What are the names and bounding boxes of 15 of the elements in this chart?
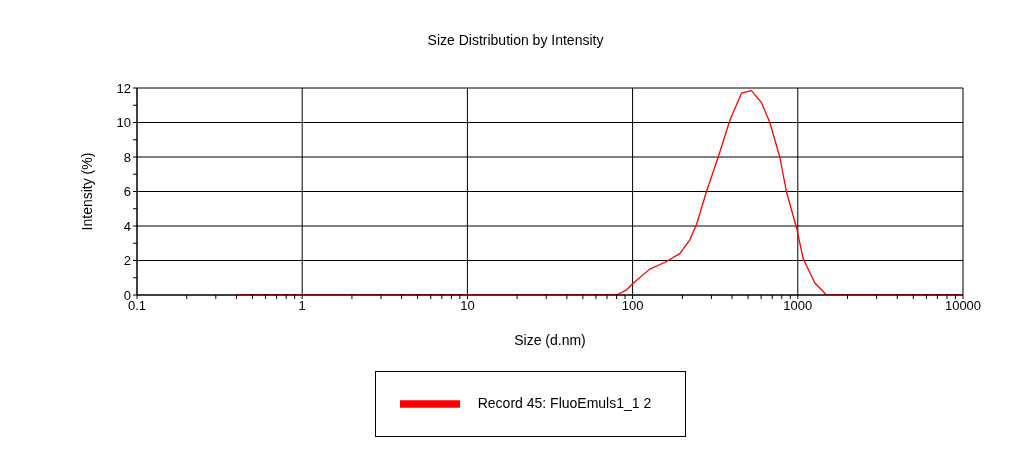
- y-tick-label: 10: [116, 115, 131, 131]
- chart-title: Size Distribution by Intensity: [426, 32, 605, 48]
- x-tick-label: 10000: [944, 298, 982, 314]
- x-tick-label: 1000: [783, 298, 813, 314]
- x-axis-title: Size (d.nm): [514, 331, 586, 348]
- legend-label: Record 45: FluoEmuls1_1 2: [477, 394, 652, 411]
- y-tick-label: 2: [123, 253, 131, 269]
- y-tick-label: 4: [123, 218, 131, 234]
- x-tick-label: 1: [298, 298, 306, 314]
- y-axis-title: Intensity (%): [78, 152, 95, 231]
- x-tick-label: 100: [621, 298, 644, 314]
- y-tick-label: 8: [123, 149, 131, 165]
- x-tick-label: 10: [460, 298, 475, 314]
- y-tick-label: 12: [116, 80, 131, 96]
- y-tick-label: 6: [123, 184, 131, 200]
